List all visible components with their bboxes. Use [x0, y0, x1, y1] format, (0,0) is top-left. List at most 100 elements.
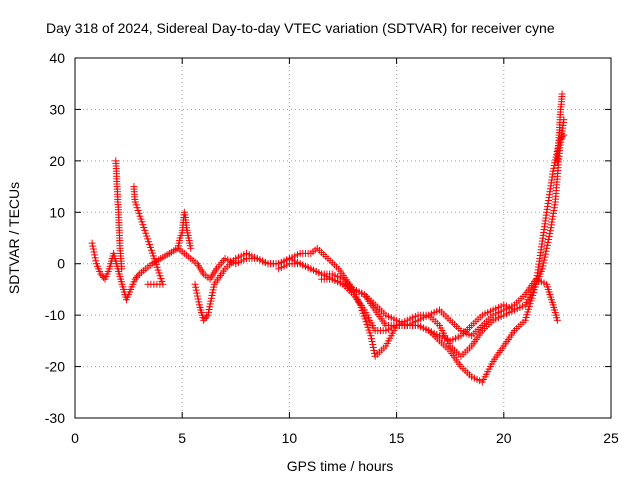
- series-peak-g: [553, 90, 566, 165]
- x-tick-label: 0: [71, 430, 79, 446]
- data-point: [367, 332, 375, 340]
- series-cluster-h: [174, 208, 195, 252]
- data-point: [132, 201, 140, 209]
- data-point: [141, 226, 149, 234]
- grid-layer: [75, 58, 611, 418]
- series-spike-f: [130, 183, 167, 288]
- data-point: [152, 260, 160, 268]
- x-tick-labels: 0 5 10 15 20 25: [71, 430, 619, 446]
- data-point: [134, 207, 142, 215]
- marks-layer: [88, 90, 568, 386]
- data-point: [145, 238, 153, 246]
- data-point: [153, 263, 161, 271]
- data-point: [135, 209, 143, 217]
- data-point: [541, 253, 549, 261]
- data-point: [191, 280, 199, 288]
- data-point: [97, 270, 105, 278]
- x-tick-label: 15: [389, 430, 405, 446]
- data-point: [540, 259, 548, 267]
- data-point: [118, 265, 126, 273]
- data-point: [131, 275, 139, 283]
- data-point: [155, 269, 163, 277]
- data-point: [147, 243, 155, 251]
- data-point: [541, 250, 549, 258]
- data-point: [91, 254, 99, 262]
- data-point: [194, 292, 202, 300]
- data-point: [136, 212, 144, 220]
- data-point: [540, 256, 548, 264]
- y-tick-label: -20: [45, 359, 65, 375]
- data-point: [140, 224, 148, 232]
- data-point: [150, 255, 158, 263]
- data-point: [147, 246, 155, 254]
- data-point: [187, 244, 195, 252]
- y-tick-label: 40: [49, 50, 65, 66]
- data-point: [553, 316, 561, 324]
- data-point: [89, 245, 97, 253]
- data-point: [546, 230, 554, 238]
- data-point: [132, 273, 140, 281]
- data-point: [195, 298, 203, 306]
- series-track-c: [318, 275, 561, 340]
- data-point: [138, 218, 146, 226]
- y-tick-label: 30: [49, 101, 65, 117]
- data-point: [558, 90, 566, 98]
- data-point: [542, 247, 550, 255]
- data-point: [369, 341, 377, 349]
- data-point: [200, 316, 208, 324]
- data-point: [368, 338, 376, 346]
- data-point: [193, 289, 201, 297]
- data-point: [546, 227, 554, 235]
- data-point: [149, 252, 157, 260]
- y-tick-label: 0: [57, 256, 65, 272]
- data-point: [144, 280, 152, 288]
- data-point: [146, 241, 154, 249]
- data-point: [137, 215, 145, 223]
- data-point: [543, 244, 551, 252]
- data-point: [544, 238, 552, 246]
- y-tick-label: 20: [49, 153, 65, 169]
- data-point: [545, 233, 553, 241]
- data-point: [192, 286, 200, 294]
- data-point: [194, 295, 202, 303]
- data-point: [370, 346, 378, 354]
- data-point: [538, 265, 546, 273]
- y-tick-labels: -30 -20 -10 0 10 20 30 40: [45, 50, 65, 426]
- data-point: [201, 315, 209, 323]
- data-point: [89, 242, 97, 250]
- data-point: [157, 275, 165, 283]
- data-point: [369, 343, 377, 351]
- ticks-layer: [74, 57, 612, 419]
- data-point: [545, 235, 553, 243]
- y-tick-label: -10: [45, 307, 65, 323]
- data-point: [142, 229, 150, 237]
- data-point: [148, 249, 156, 257]
- y-tick-label: -30: [45, 410, 65, 426]
- data-point: [539, 262, 547, 270]
- data-point: [144, 235, 152, 243]
- data-point: [92, 257, 100, 265]
- data-point: [192, 283, 200, 291]
- series-track-e: [112, 157, 126, 273]
- data-point: [151, 258, 159, 266]
- plot-frame: [74, 57, 612, 419]
- data-point: [367, 335, 375, 343]
- data-point: [134, 272, 142, 280]
- x-axis-label: GPS time / hours: [287, 458, 394, 474]
- series-track-b: [191, 244, 519, 360]
- data-point: [202, 313, 210, 321]
- series-track-d: [275, 116, 568, 345]
- data-point: [156, 272, 164, 280]
- data-point: [154, 266, 162, 274]
- y-axis-label: SDTVAR / TECUs: [6, 182, 22, 294]
- data-point: [139, 221, 147, 229]
- x-tick-label: 5: [178, 430, 186, 446]
- data-point: [543, 241, 551, 249]
- x-tick-label: 25: [603, 430, 619, 446]
- x-tick-label: 10: [282, 430, 298, 446]
- data-point: [98, 272, 106, 280]
- y-tick-label: 10: [49, 204, 65, 220]
- data-point: [131, 198, 139, 206]
- data-point: [133, 204, 141, 212]
